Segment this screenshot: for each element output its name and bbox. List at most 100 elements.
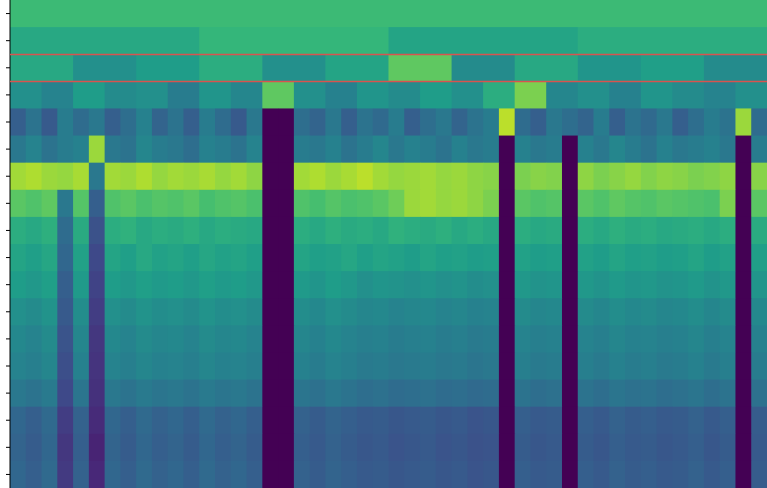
cell <box>168 407 184 435</box>
cell <box>751 352 767 380</box>
cell <box>199 407 215 435</box>
cell <box>688 407 704 435</box>
cell <box>452 244 468 272</box>
cell <box>168 352 184 380</box>
cell <box>546 81 578 109</box>
cell <box>436 217 452 245</box>
cell <box>625 461 641 488</box>
cell <box>199 217 215 245</box>
cell <box>136 244 152 272</box>
cell <box>89 434 105 462</box>
cell <box>26 244 42 272</box>
cell <box>625 163 641 191</box>
cell <box>10 0 767 28</box>
cell <box>546 434 562 462</box>
cell <box>735 298 751 326</box>
cell <box>530 407 546 435</box>
cell <box>105 244 121 272</box>
cell <box>452 54 516 82</box>
cell <box>641 325 657 353</box>
cell <box>436 163 452 191</box>
cell <box>152 271 168 299</box>
cell <box>73 380 89 408</box>
cell <box>215 244 231 272</box>
cell <box>436 136 452 164</box>
cell <box>325 461 341 488</box>
cell <box>136 298 152 326</box>
cell <box>389 27 579 55</box>
cell <box>467 108 483 136</box>
cell <box>247 163 263 191</box>
cell <box>389 407 405 435</box>
cell <box>436 325 452 353</box>
cell <box>578 352 594 380</box>
cell <box>467 407 483 435</box>
cell <box>467 352 483 380</box>
cell <box>215 136 231 164</box>
cell <box>578 27 767 55</box>
cell <box>73 271 89 299</box>
cell <box>152 380 168 408</box>
cell <box>89 163 105 191</box>
cell <box>373 136 389 164</box>
cell <box>10 434 26 462</box>
cell <box>26 380 42 408</box>
cell <box>515 81 547 109</box>
cell <box>609 217 625 245</box>
cell <box>199 108 215 136</box>
cell <box>751 407 767 435</box>
cell <box>436 352 452 380</box>
cell <box>420 380 436 408</box>
cell <box>357 352 373 380</box>
cell <box>152 352 168 380</box>
cell <box>168 244 184 272</box>
cell <box>389 81 421 109</box>
cell <box>357 217 373 245</box>
cell <box>57 461 73 488</box>
cell <box>594 271 610 299</box>
cell <box>341 271 357 299</box>
cell <box>136 136 152 164</box>
cell <box>641 407 657 435</box>
cell <box>657 434 673 462</box>
cell <box>452 298 468 326</box>
cell <box>73 163 89 191</box>
cell <box>688 325 704 353</box>
cell <box>42 407 58 435</box>
cell <box>10 217 26 245</box>
cell <box>452 163 468 191</box>
cell <box>515 244 531 272</box>
cell <box>452 217 468 245</box>
cell <box>357 108 373 136</box>
cell <box>594 407 610 435</box>
cell <box>704 190 720 218</box>
cell <box>735 352 751 380</box>
cell <box>57 108 73 136</box>
cell <box>231 163 247 191</box>
cell <box>120 434 136 462</box>
cell <box>105 271 121 299</box>
cell <box>183 136 199 164</box>
cell <box>341 325 357 353</box>
cell <box>105 190 121 218</box>
cell <box>704 54 767 82</box>
cell <box>231 190 247 218</box>
cell <box>231 352 247 380</box>
cell <box>483 352 499 380</box>
cell <box>546 352 562 380</box>
cell <box>625 190 641 218</box>
cell <box>42 108 58 136</box>
cell <box>199 27 389 55</box>
cell <box>625 271 641 299</box>
cell <box>562 244 578 272</box>
cell <box>452 434 468 462</box>
cell <box>57 325 73 353</box>
cell <box>735 325 751 353</box>
cell <box>215 461 231 488</box>
cell <box>404 244 420 272</box>
cell <box>183 434 199 462</box>
cell <box>152 325 168 353</box>
cell <box>720 461 736 488</box>
cell <box>136 108 152 136</box>
cell <box>751 163 767 191</box>
